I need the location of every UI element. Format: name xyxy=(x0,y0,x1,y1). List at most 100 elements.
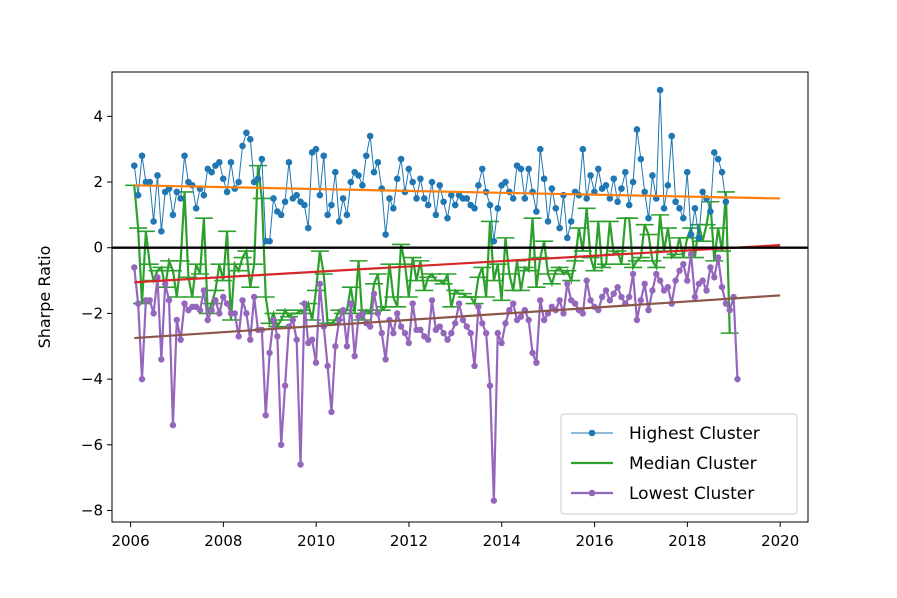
lowest-cluster-point xyxy=(537,297,544,304)
highest-cluster-point xyxy=(707,208,714,215)
highest-cluster-point xyxy=(370,168,378,176)
highest-cluster-point xyxy=(676,205,683,212)
lowest-cluster-point xyxy=(274,333,281,340)
highest-cluster-point xyxy=(680,214,687,222)
highest-cluster-point xyxy=(645,214,652,222)
highest-cluster-point xyxy=(366,132,374,140)
lowest-cluster-point xyxy=(718,283,726,291)
highest-cluster-point xyxy=(285,159,293,166)
lowest-cluster-point xyxy=(378,329,385,337)
lowest-cluster-point xyxy=(440,329,447,337)
highest-cluster-point xyxy=(417,175,424,183)
lowest-cluster-point xyxy=(243,310,250,317)
highest-cluster-point xyxy=(146,178,154,186)
lowest-cluster-point xyxy=(614,283,621,291)
highest-cluster-point xyxy=(699,188,706,196)
x-axis: 2006 2008 2010 2012 2014 2016 2018 2020 xyxy=(111,522,799,550)
lowest-cluster-point xyxy=(560,310,567,317)
lowest-cluster-point xyxy=(734,375,741,383)
lowest-cluster-point xyxy=(459,316,467,324)
highest-cluster-point xyxy=(328,201,335,209)
lowest-cluster-point xyxy=(150,310,157,317)
highest-cluster-point xyxy=(130,162,138,169)
lowest-cluster-point xyxy=(169,421,177,429)
lowest-cluster-point xyxy=(401,329,409,337)
highest-cluster-point xyxy=(223,188,231,196)
highest-cluster-point xyxy=(594,165,602,173)
highest-cluster-point xyxy=(301,201,308,209)
highest-cluster-point xyxy=(316,191,324,199)
highest-cluster-point xyxy=(490,237,498,245)
highest-cluster-point xyxy=(239,142,246,150)
highest-cluster-point xyxy=(393,175,401,183)
lowest-cluster-point xyxy=(475,303,482,311)
lowest-cluster-point xyxy=(336,316,343,324)
plot-area xyxy=(112,86,808,504)
lowest-cluster-point xyxy=(301,300,308,307)
lowest-cluster-point xyxy=(289,316,297,324)
highest-cluster-point xyxy=(579,145,587,153)
lowest-cluster-point xyxy=(235,333,242,340)
lowest-cluster-point xyxy=(397,323,405,330)
highest-cluster-point xyxy=(281,198,289,206)
highest-cluster-point xyxy=(656,86,664,94)
highest-cluster-point xyxy=(521,195,529,202)
x-tick-label: 2018 xyxy=(668,532,706,550)
lowest-cluster-point xyxy=(270,316,277,324)
lowest-cluster-point xyxy=(618,293,625,301)
lowest-cluster-point xyxy=(200,287,208,294)
lowest-cluster-point xyxy=(382,356,389,363)
lowest-cluster-point xyxy=(455,300,463,307)
legend-label: Highest Cluster xyxy=(629,424,760,444)
lowest-cluster-point xyxy=(703,287,710,294)
lowest-trend-line xyxy=(134,294,781,340)
highest-cluster-point xyxy=(587,172,594,179)
highest-cluster-point xyxy=(444,214,451,222)
y-axis: −8 −6 −4 −2 0 2 4 xyxy=(81,107,112,520)
legend-swatch-marker xyxy=(588,489,596,497)
highest-cluster-point xyxy=(386,195,393,202)
highest-cluster-point xyxy=(413,195,420,202)
highest-cluster-point xyxy=(169,211,177,219)
highest-cluster-point xyxy=(637,155,645,163)
highest-cluster-point xyxy=(591,188,598,196)
lowest-cluster-point xyxy=(448,329,455,337)
lowest-cluster-point xyxy=(479,320,486,327)
y-axis-label: Sharpe Ratio xyxy=(35,246,54,349)
highest-cluster-point xyxy=(556,224,563,232)
lowest-cluster-point xyxy=(463,323,471,330)
axes-frame xyxy=(111,71,809,523)
lowest-cluster-point xyxy=(444,336,451,343)
highest-cluster-point xyxy=(158,228,165,235)
highest-cluster-point xyxy=(622,168,629,176)
x-tick-label: 2006 xyxy=(111,532,149,550)
highest-cluster-point xyxy=(625,201,633,209)
highest-cluster-point xyxy=(335,218,343,225)
lowest-cluster-point xyxy=(533,359,540,366)
highest-cluster-point xyxy=(606,195,614,202)
lowest-cluster-point xyxy=(177,336,184,343)
lowest-cluster-point xyxy=(324,362,331,370)
lowest-cluster-point xyxy=(131,264,138,271)
lowest-cluster-point xyxy=(564,280,571,288)
lowest-cluster-point xyxy=(343,343,351,350)
highest-cluster-point xyxy=(343,211,351,219)
highest-cluster-point xyxy=(192,205,200,212)
highest-cluster-point xyxy=(138,152,146,160)
highest-cluster-point xyxy=(436,182,444,189)
highest-cluster-point xyxy=(451,201,459,209)
lowest-cluster-point xyxy=(266,349,273,357)
lowest-cluster-point xyxy=(672,277,679,284)
legend-box xyxy=(560,413,798,515)
lowest-cluster-point xyxy=(138,375,146,383)
lowest-cluster-point xyxy=(656,277,664,284)
lowest-cluster-point xyxy=(250,293,258,301)
lowest-cluster-point xyxy=(606,297,614,304)
lowest-cluster-point xyxy=(610,290,617,297)
lowest-cluster-point xyxy=(641,280,648,288)
highest-cluster-point xyxy=(695,234,703,242)
highest-cluster-point xyxy=(312,145,320,153)
highest-trend-line xyxy=(134,184,781,200)
x-tick-label: 2008 xyxy=(204,532,242,550)
lowest-cluster-point xyxy=(390,329,397,337)
